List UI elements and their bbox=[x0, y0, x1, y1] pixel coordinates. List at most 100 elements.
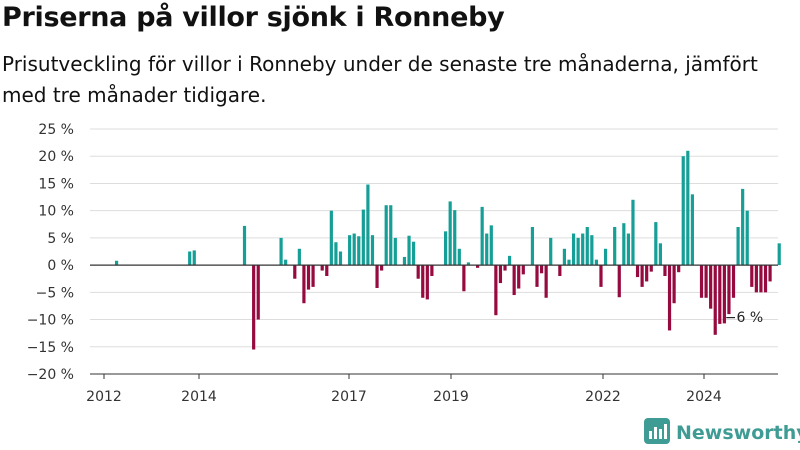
bar bbox=[302, 265, 306, 304]
bar bbox=[389, 205, 393, 266]
y-tick-label: 10 % bbox=[38, 204, 74, 220]
bar bbox=[242, 225, 247, 266]
chart-title: Priserna på villor sjönk i Ronneby bbox=[2, 2, 505, 33]
bar bbox=[654, 222, 658, 266]
bar bbox=[370, 235, 375, 266]
bar bbox=[663, 265, 667, 276]
bar bbox=[306, 265, 311, 290]
bar bbox=[539, 265, 544, 274]
bar bbox=[402, 256, 407, 266]
bar bbox=[494, 265, 498, 316]
bar bbox=[507, 255, 512, 266]
bar bbox=[686, 150, 690, 266]
bar bbox=[530, 227, 535, 266]
bar bbox=[777, 243, 781, 266]
bar bbox=[576, 237, 580, 266]
bar bbox=[649, 265, 653, 272]
bar bbox=[279, 237, 283, 266]
bar bbox=[727, 265, 731, 315]
bar bbox=[188, 251, 192, 266]
bar bbox=[384, 205, 388, 266]
bar bbox=[713, 265, 717, 335]
bar bbox=[380, 265, 384, 271]
bar bbox=[485, 233, 489, 266]
bar bbox=[704, 265, 708, 298]
bar bbox=[517, 265, 521, 289]
bar bbox=[741, 188, 745, 266]
bars bbox=[114, 150, 781, 350]
bar bbox=[256, 265, 260, 320]
bar bbox=[357, 236, 361, 266]
x-axis: 2012 2014 2017 2019 2022 2024 bbox=[86, 373, 778, 405]
brand: Newsworthy bbox=[644, 418, 800, 448]
bar bbox=[549, 237, 553, 266]
bar bbox=[690, 194, 694, 266]
bar bbox=[375, 265, 379, 288]
bar bbox=[768, 265, 772, 282]
y-axis-ticks: −20 % −15 % −10 % −5 % 0 % 5 % 10 % 15 % 20 % 25 … bbox=[27, 122, 74, 383]
y-tick-label: 15 % bbox=[38, 176, 74, 192]
y-tick-label: 0 % bbox=[47, 258, 74, 274]
bar bbox=[338, 251, 343, 266]
bar bbox=[416, 265, 420, 279]
bar bbox=[622, 223, 626, 266]
bar-chart-logo-icon bbox=[644, 418, 670, 448]
bar bbox=[311, 265, 315, 287]
bar bbox=[640, 265, 644, 287]
bar bbox=[466, 262, 471, 266]
bar bbox=[718, 265, 722, 324]
bar bbox=[498, 265, 503, 284]
bar bbox=[635, 265, 640, 278]
bar bbox=[444, 231, 448, 266]
x-tick-label: 2022 bbox=[585, 389, 621, 405]
x-tick-label: 2017 bbox=[331, 389, 367, 405]
y-tick-label: −10 % bbox=[27, 313, 74, 329]
bar bbox=[475, 265, 480, 268]
bar bbox=[325, 265, 329, 276]
bar bbox=[709, 265, 713, 309]
bar bbox=[645, 265, 649, 282]
bar bbox=[535, 265, 539, 287]
bar bbox=[562, 248, 567, 266]
bar bbox=[617, 265, 621, 298]
bar bbox=[722, 265, 726, 324]
bar bbox=[334, 242, 338, 266]
bar bbox=[284, 259, 288, 266]
bar bbox=[736, 227, 740, 266]
bar bbox=[480, 206, 484, 266]
bar bbox=[421, 265, 425, 298]
bar bbox=[731, 265, 736, 298]
bar bbox=[603, 248, 608, 266]
bar bbox=[425, 265, 429, 300]
bar bbox=[352, 233, 356, 266]
bar bbox=[745, 210, 749, 266]
brand-name: Newsworthy bbox=[676, 422, 800, 444]
bar bbox=[348, 235, 352, 266]
bar bbox=[658, 243, 662, 266]
y-tick-label: 5 % bbox=[47, 231, 74, 247]
bar bbox=[672, 265, 676, 304]
bar bbox=[430, 265, 434, 276]
bar bbox=[599, 265, 603, 287]
y-tick-label: −15 % bbox=[27, 340, 74, 356]
bar bbox=[759, 265, 763, 293]
bar bbox=[594, 259, 599, 266]
bar bbox=[462, 265, 466, 292]
y-tick-label: 25 % bbox=[38, 122, 74, 138]
bar bbox=[457, 248, 461, 266]
bar bbox=[558, 265, 562, 276]
bar bbox=[544, 265, 548, 298]
x-tick-label: 2012 bbox=[86, 389, 122, 405]
bar bbox=[585, 227, 589, 266]
bar bbox=[320, 265, 324, 271]
bar bbox=[297, 248, 301, 266]
bar bbox=[631, 199, 635, 266]
bar bbox=[521, 265, 525, 275]
bar bbox=[448, 201, 452, 266]
last-value-annotation: −6 % bbox=[725, 310, 763, 326]
bar bbox=[677, 265, 681, 273]
x-tick-label: 2024 bbox=[686, 389, 722, 405]
bar bbox=[667, 265, 672, 331]
bar bbox=[393, 237, 397, 266]
